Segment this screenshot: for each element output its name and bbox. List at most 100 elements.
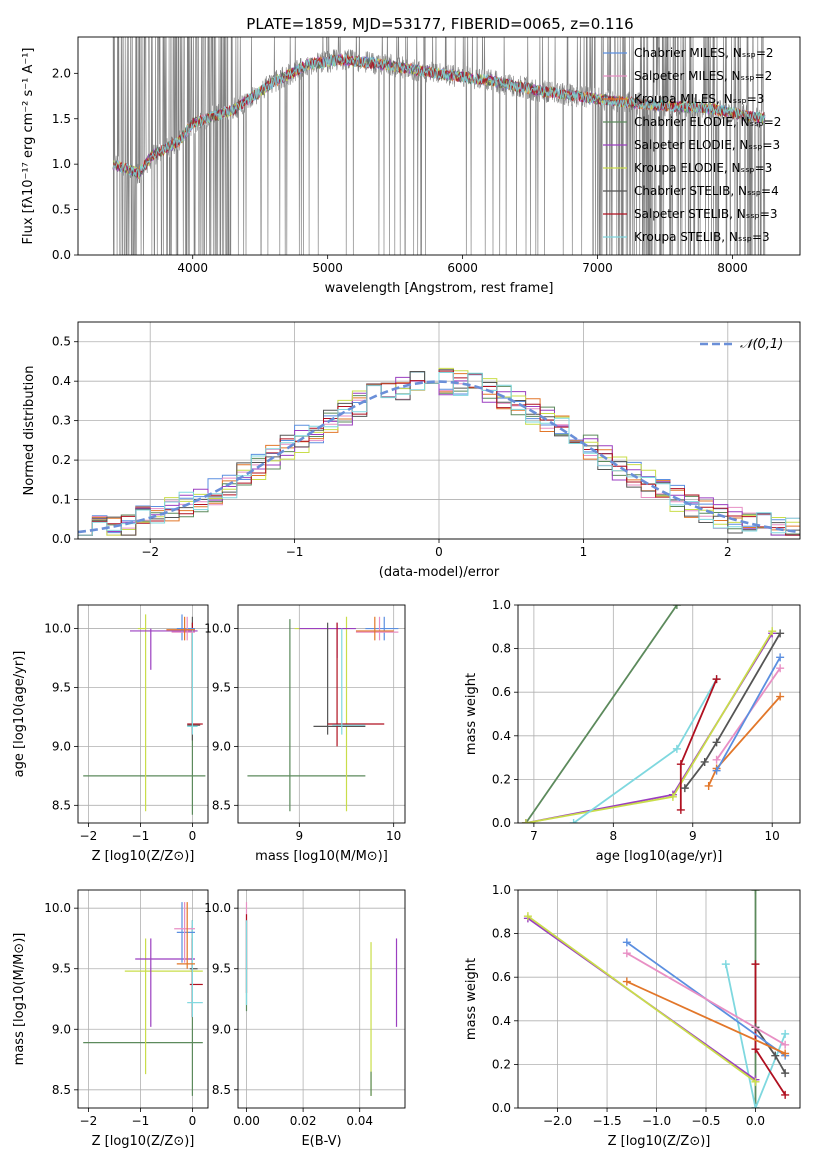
x-tick-label: 5000 — [312, 261, 343, 275]
y-tick-label: 0.0 — [492, 816, 511, 830]
x-tick-label: −1 — [132, 829, 150, 843]
y-tick-label: 9.0 — [212, 1022, 231, 1036]
axes-age_vs_mass: 9 10 8.5 9.0 9.5 10.0 mass [log10(M/M⊙)] — [204, 604, 406, 864]
weight-marker-salpeter_stelib — [712, 675, 721, 684]
x-axis-label: Z [log10(Z/Z⊙)] — [608, 1134, 711, 1149]
y-tick-label: 0.6 — [492, 970, 511, 984]
x-tick-label: 7 — [530, 829, 538, 843]
x-tick-label: 0.04 — [346, 1114, 373, 1128]
y-tick-label: 0.0 — [52, 248, 71, 262]
weight-marker-kroupa_stelib — [672, 744, 681, 753]
y-tick-label: 0.8 — [492, 642, 511, 656]
weight-marker-kroupa_elodie — [768, 627, 777, 636]
x-tick-label: −2.0 — [543, 1114, 572, 1128]
weight-marker-chabrier_stelib — [712, 738, 721, 747]
y-tick-label: 1.0 — [492, 598, 511, 612]
y-tick-label: 1.0 — [52, 157, 71, 171]
x-axis-label: E(B-V) — [301, 1134, 341, 1149]
weight-marker-salpeter_miles — [712, 755, 721, 764]
weight_vs_Z-lines — [523, 890, 790, 1108]
weight-marker-kroupa_stelib — [721, 960, 730, 969]
legend-label-salpeter_elodie: Salpeter ELODIE, Nₛₛₚ=3 — [634, 138, 780, 152]
weight-line-chabrier_miles — [715, 656, 781, 772]
mass_vs_EBV-points — [245, 902, 398, 1096]
axes-frame — [517, 604, 801, 824]
x-tick-label: 8 — [610, 829, 618, 843]
weight-marker-kroupa_miles — [781, 1049, 790, 1058]
y-tick-label: 0.6 — [492, 685, 511, 699]
x-tick-label: −2 — [80, 1114, 98, 1128]
x-tick-label: 10 — [386, 829, 401, 843]
axes-frame — [237, 889, 406, 1109]
x-tick-label: −1.0 — [642, 1114, 671, 1128]
weight-line-kroupa_elodie — [527, 915, 757, 1083]
y-tick-label: 0.0 — [492, 1101, 511, 1115]
x-tick-label: 8000 — [717, 261, 748, 275]
y-tick-label: 0.4 — [492, 729, 511, 743]
x-tick-label: −2 — [141, 545, 159, 559]
axes-weight_vs_age: 7 8 9 10 0.0 0.2 0.4 0.6 0.8 1.0 age [log10(age/yr… — [464, 598, 801, 864]
weight-marker-salpeter_stelib — [781, 1090, 790, 1099]
weight-marker-kroupa_elodie — [523, 912, 532, 921]
normal-reference-curve — [78, 380, 800, 534]
x-axis-label: Z [log10(Z/Z⊙)] — [92, 1134, 195, 1149]
weight-marker-chabrier_stelib — [776, 629, 785, 638]
x-tick-label: 0 — [189, 1114, 197, 1128]
y-tick-label: 1.5 — [52, 112, 71, 126]
legend-label-salpeter_miles: Salpeter MILES, Nₛₛₚ=2 — [634, 69, 772, 83]
x-tick-label: 6000 — [447, 261, 478, 275]
age_vs_mass-points — [247, 616, 399, 812]
y-tick-label: 0.4 — [52, 374, 71, 388]
y-tick-label: 0.3 — [52, 414, 71, 428]
axes-mass_vs_Z: −2 −1 0 8.5 9.0 9.5 10.0 Z [log10(Z/Z⊙)] mass [l… — [12, 889, 209, 1149]
y-tick-label: 0.2 — [52, 453, 71, 467]
legend-label-chabrier_miles: Chabrier MILES, Nₛₛₚ=2 — [634, 46, 774, 60]
legend-label-salpeter_stelib: Salpeter STELIB, Nₛₛₚ=3 — [634, 207, 778, 221]
x-tick-label: 0 — [189, 829, 197, 843]
y-tick-label: 1.0 — [492, 883, 511, 897]
weight-marker-kroupa_miles — [622, 977, 631, 986]
y-tick-label: 0.1 — [52, 493, 71, 507]
weight-marker-chabrier_stelib — [781, 1069, 790, 1078]
y-tick-label: 9.5 — [52, 962, 71, 976]
y-tick-label: 2.0 — [52, 66, 71, 80]
weight-line-chabrier_elodie — [525, 605, 678, 823]
x-tick-label: 4000 — [177, 261, 208, 275]
y-axis-label: mass weight — [464, 958, 479, 1040]
legend-label-chabrier_stelib: Chabrier STELIB, Nₛₛₚ=4 — [634, 184, 779, 198]
weight-marker-kroupa_stelib — [751, 1104, 760, 1108]
plot-layer: 4000 5000 6000 7000 80000.00.51.01.52.0wavel… — [12, 36, 801, 1149]
y-tick-label: 10.0 — [44, 901, 71, 915]
axes-frame — [77, 321, 801, 540]
residual-hist-kroupa_stelib — [78, 372, 800, 536]
y-tick-label: 0.5 — [52, 335, 71, 349]
x-tick-label: 9 — [689, 829, 697, 843]
weight-marker-chabrier_elodie — [672, 605, 681, 609]
y-tick-label: 9.0 — [52, 1022, 71, 1036]
weight-line-chabrier_stelib — [754, 1026, 786, 1074]
spectrum-plot — [112, 37, 766, 255]
legend-label-normal: 𝒩(0,1) — [740, 337, 783, 352]
x-tick-label: 0.0 — [746, 1114, 765, 1128]
y-tick-label: 9.5 — [52, 680, 71, 694]
weight-line-salpeter_miles — [626, 952, 786, 1046]
weight-marker-salpeter_stelib — [751, 1045, 760, 1054]
y-tick-label: 9.0 — [52, 739, 71, 753]
weight-line-chabrier_stelib — [684, 632, 781, 789]
y-tick-label: 9.0 — [212, 739, 231, 753]
weight-marker-kroupa_miles — [704, 781, 713, 790]
axes-weight_vs_Z: −2.0 −1.5 −1.0 −0.5 0.0 0.0 0.2 0.4 0.6 0.8 1.0 Z [… — [464, 883, 801, 1149]
spectrum-model-salpeter_stelib — [112, 54, 766, 178]
x-tick-label: 7000 — [582, 261, 613, 275]
weight-marker-salpeter_stelib — [751, 960, 760, 969]
y-tick-label: 8.5 — [212, 1083, 231, 1097]
axes-frame — [237, 604, 406, 824]
y-tick-label: 0.2 — [492, 1057, 511, 1071]
weight-marker-kroupa_elodie — [751, 1077, 760, 1086]
weight-line-kroupa_elodie — [525, 630, 773, 823]
x-axis-label: age [log10(age/yr)] — [596, 849, 723, 864]
weight-marker-kroupa_miles — [776, 692, 785, 701]
weight-marker-salpeter_miles — [622, 949, 631, 958]
x-axis-label: (data-model)/error — [379, 565, 500, 580]
y-tick-label: 0.8 — [492, 927, 511, 941]
